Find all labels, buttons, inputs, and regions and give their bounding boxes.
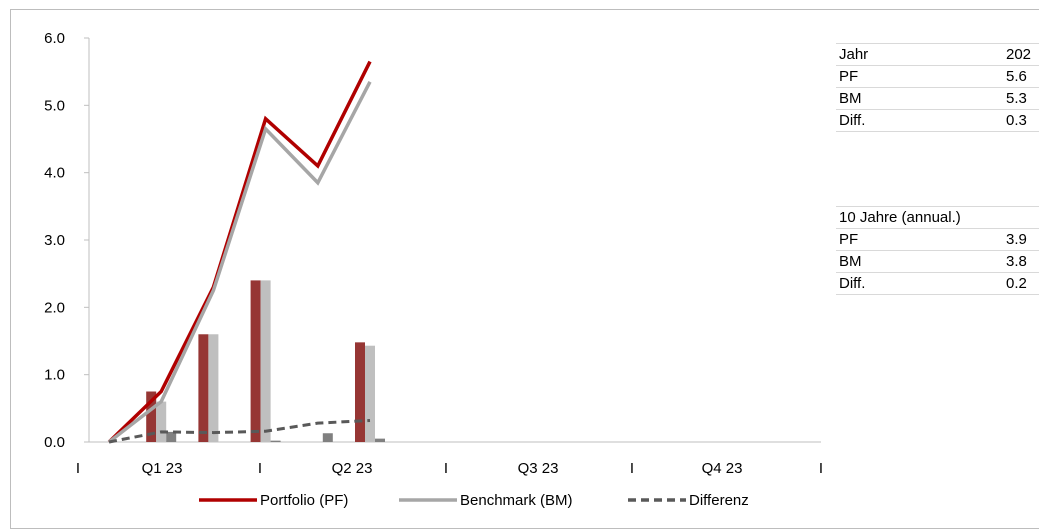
chart-axes: 0.0 1.0 2.0 3.0 4.0 5.0 6.0 I I I I I Q1 23 Q2 23 Q3 2… [44, 30, 823, 477]
y-tick-label: 5.0 [44, 97, 65, 114]
legend-label: Differenz [689, 492, 749, 509]
ten-year-row-value: 3.9 [1006, 231, 1027, 248]
ten-year-row-label: BM [839, 253, 862, 270]
ten-year-row-value: 3.8 [1006, 253, 1027, 270]
y-tick-label: 4.0 [44, 165, 65, 182]
performance-chart: 0.0 1.0 2.0 3.0 4.0 5.0 6.0 I I I I I Q1 23 Q2 23 Q3 2… [44, 30, 823, 509]
year-row-bm: BM 5.3 [836, 88, 1039, 110]
ten-year-header-label: 10 Jahre (annual.) [839, 209, 961, 226]
bar-bm [208, 334, 219, 442]
bar-diff [270, 440, 281, 442]
year-header-label: Jahr [839, 46, 869, 63]
year-row-pf: PF 5.6 [836, 66, 1039, 88]
x-tick-label: Q1 23 [142, 460, 183, 477]
bar-pf [146, 391, 157, 442]
quarter-separator: I [630, 460, 634, 477]
year-row-label: PF [839, 68, 859, 85]
quarter-separator: I [444, 460, 448, 477]
chart-legend: Portfolio (PF) Benchmark (BM) Differenz [199, 492, 749, 509]
bar-diff [166, 431, 177, 442]
series-line-differenz [108, 418, 371, 444]
y-tick-label: 2.0 [44, 299, 65, 316]
ten-year-table-header: 10 Jahre (annual.) [836, 206, 1039, 229]
bar-diff [322, 433, 333, 442]
ten-year-row-bm: BM 3.8 [836, 251, 1039, 273]
y-tick-label: 3.0 [44, 232, 65, 249]
year-row-diff: Diff. 0.3 [836, 110, 1039, 132]
x-tick-label: Q3 23 [518, 460, 559, 477]
year-row-value: 5.6 [1006, 68, 1027, 85]
ten-year-row-diff: Diff. 0.2 [836, 273, 1039, 295]
y-tick-label: 6.0 [44, 30, 65, 47]
chart-bars [146, 280, 385, 442]
legend-label: Portfolio (PF) [260, 492, 348, 509]
series-line-benchmark-bm [107, 80, 372, 444]
bar-pf [250, 280, 261, 442]
ten-year-row-value: 0.2 [1006, 275, 1027, 292]
series-line-portfolio-pf [107, 60, 372, 444]
y-tick-label: 0.0 [44, 434, 65, 451]
x-tick-label: Q2 23 [332, 460, 373, 477]
legend-label: Benchmark (BM) [460, 492, 573, 509]
year-row-label: Diff. [839, 112, 866, 129]
year-performance-table: Jahr 202 PF 5.6 BM 5.3 Diff. 0.3 [836, 43, 1039, 132]
ten-year-row-label: PF [839, 231, 859, 248]
bar-diff [375, 438, 385, 442]
quarter-separator: I [258, 460, 262, 477]
y-tick-label: 1.0 [44, 367, 65, 384]
bar-pf [198, 334, 209, 442]
year-row-value: 0.3 [1006, 112, 1027, 129]
ten-year-row-label: Diff. [839, 275, 866, 292]
bar-bm [156, 401, 167, 442]
bar-pf [355, 342, 365, 442]
ten-year-row-pf: PF 3.9 [836, 229, 1039, 251]
bar-bm [365, 345, 375, 442]
quarter-separator: I [819, 460, 823, 477]
x-tick-label: Q4 23 [702, 460, 743, 477]
year-row-label: BM [839, 90, 862, 107]
year-header-value: 202 [1006, 46, 1032, 63]
bar-bm [260, 280, 271, 442]
ten-year-performance-table: 10 Jahre (annual.) PF 3.9 BM 3.8 Diff. 0… [836, 206, 1039, 295]
chart-lines [107, 60, 372, 444]
year-table-header: Jahr 202 [836, 43, 1039, 66]
quarter-separator: I [76, 460, 80, 477]
year-row-value: 5.3 [1006, 90, 1027, 107]
